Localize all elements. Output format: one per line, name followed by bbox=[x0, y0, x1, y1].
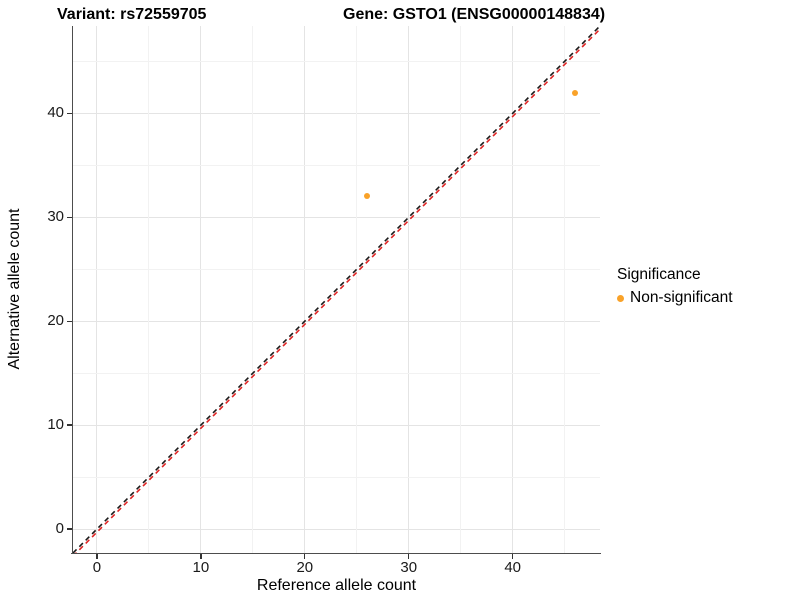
gridline-major-v bbox=[200, 26, 202, 553]
gridline-major-v bbox=[512, 26, 514, 553]
y-tick-mark bbox=[67, 424, 72, 426]
expected-ratio-line bbox=[74, 28, 600, 553]
gridline-major-h bbox=[73, 528, 600, 530]
y-tick-label: 0 bbox=[55, 520, 64, 538]
gridline-minor-v bbox=[356, 26, 358, 553]
reference-lines-layer bbox=[73, 26, 600, 553]
plot-panel bbox=[73, 26, 600, 553]
x-tick-label: 40 bbox=[504, 559, 522, 576]
gridline-major-v bbox=[304, 26, 306, 553]
data-point bbox=[364, 193, 371, 200]
x-tick-mark bbox=[511, 554, 514, 559]
identity-line bbox=[73, 26, 600, 553]
gridline-major-h bbox=[73, 112, 600, 114]
x-tick-label: 20 bbox=[296, 559, 314, 576]
x-tick-label: 10 bbox=[192, 559, 210, 576]
gridline-minor-v bbox=[564, 26, 566, 553]
plot-title-variant: Variant: rs72559705 bbox=[57, 6, 207, 23]
y-axis-label: Alternative allele count bbox=[6, 208, 23, 370]
x-axis-line bbox=[71, 552, 601, 555]
gridline-minor-v bbox=[252, 26, 254, 553]
legend-entry-label: Non-significant bbox=[630, 289, 733, 306]
x-tick-mark bbox=[96, 554, 98, 559]
gridline-major-h bbox=[73, 424, 600, 426]
x-axis-label: Reference allele count bbox=[256, 577, 417, 594]
gridline-major-v bbox=[96, 26, 98, 553]
x-tick-mark bbox=[408, 554, 410, 559]
gridline-minor-v bbox=[148, 26, 150, 553]
gridline-minor-v bbox=[460, 26, 462, 553]
gridline-major-h bbox=[73, 216, 600, 218]
x-tick-mark bbox=[304, 554, 306, 559]
gridline-minor-h bbox=[73, 164, 600, 166]
y-tick-mark bbox=[67, 320, 72, 322]
y-tick-label: 20 bbox=[47, 312, 64, 330]
x-tick-mark bbox=[200, 554, 202, 559]
x-tick-label: 30 bbox=[400, 559, 418, 576]
gridline-minor-h bbox=[73, 476, 600, 478]
gridline-minor-h bbox=[73, 60, 600, 62]
legend-point-swatch bbox=[617, 294, 624, 302]
gridline-minor-h bbox=[73, 268, 600, 270]
y-tick-mark bbox=[67, 528, 72, 530]
plot-title-gene: Gene: GSTO1 (ENSG00000148834) bbox=[343, 6, 606, 23]
gridline-major-v bbox=[408, 26, 410, 553]
legend-title: Significance bbox=[617, 266, 701, 283]
y-tick-label: 30 bbox=[47, 208, 64, 226]
legend-entry: Non-significant bbox=[617, 289, 733, 307]
data-point bbox=[572, 89, 579, 96]
gridline-minor-h bbox=[73, 372, 600, 374]
y-tick-mark bbox=[67, 216, 72, 218]
y-axis-line bbox=[71, 26, 74, 554]
y-tick-mark bbox=[67, 112, 72, 114]
legend: Significance Non-significant bbox=[617, 266, 733, 307]
y-tick-label: 40 bbox=[47, 104, 64, 122]
x-tick-label: 0 bbox=[92, 559, 102, 576]
gridline-major-h bbox=[73, 320, 600, 322]
y-tick-label: 10 bbox=[47, 416, 64, 434]
